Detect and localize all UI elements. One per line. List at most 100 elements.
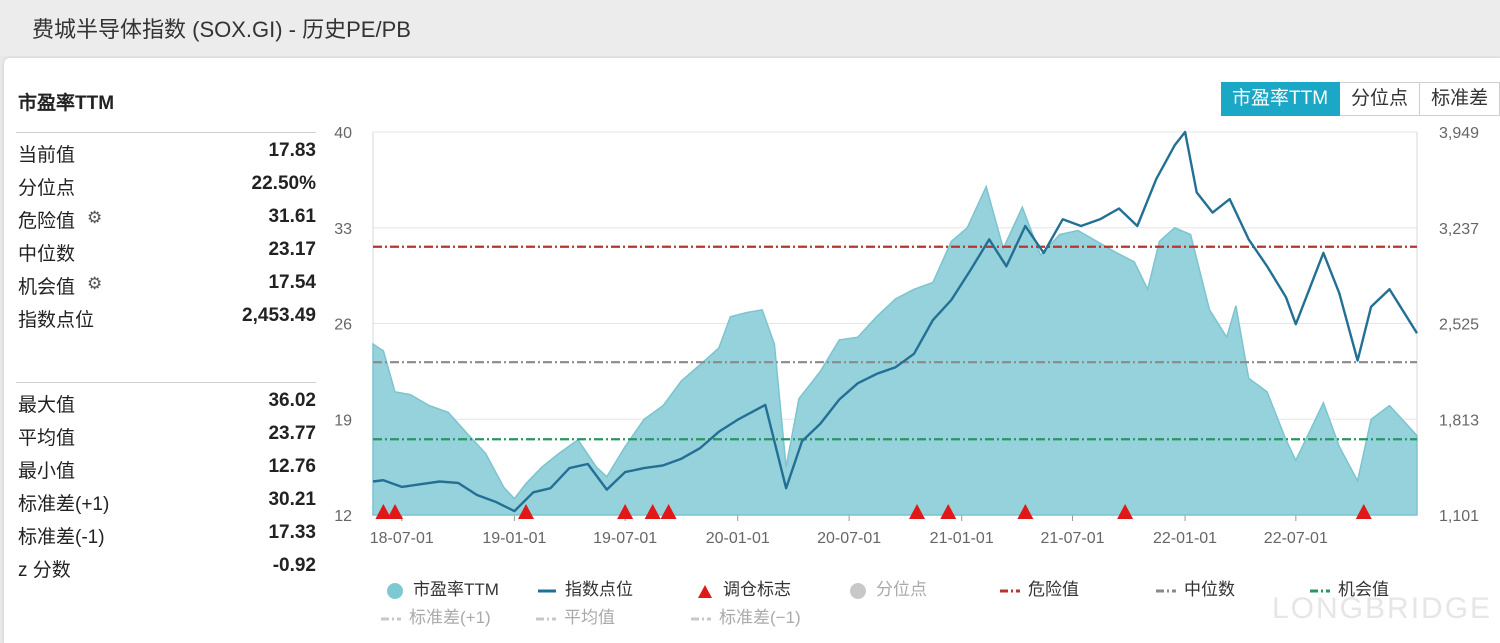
rebalance-marker xyxy=(1117,504,1134,519)
stat-value: 2,453.49 xyxy=(242,305,316,326)
legend-item[interactable]: 市盈率TTM xyxy=(385,575,499,600)
legend-item[interactable]: 标准差(−1) xyxy=(691,603,801,628)
y-right-tick-label: 3,237 xyxy=(1439,221,1479,238)
stats-divider-middle xyxy=(16,382,316,383)
stat-row: 最大值 36.02 xyxy=(18,390,316,420)
pe-area-series xyxy=(372,184,1418,516)
x-tick-label: 21-07-01 xyxy=(1040,530,1104,547)
gear-icon[interactable]: ⚙ xyxy=(87,274,103,293)
x-tick-label: 22-07-01 xyxy=(1264,530,1328,547)
window-titlebar: 费城半导体指数 (SOX.GI) - 历史PE/PB xyxy=(0,0,1500,56)
y-left-tick-label: 33 xyxy=(334,221,352,238)
x-tick-label: 19-01-01 xyxy=(482,530,546,547)
stat-row: 最小值 12.76 xyxy=(18,456,316,486)
stat-label: 分位点 xyxy=(18,178,76,199)
stat-value: 36.02 xyxy=(268,390,316,411)
stat-value: 22.50% xyxy=(251,173,316,194)
stat-row: 机会值 ⚙ 17.54 xyxy=(18,272,316,302)
gear-icon[interactable]: ⚙ xyxy=(87,208,103,227)
legend-symbol xyxy=(691,617,711,621)
x-tick-label: 21-01-01 xyxy=(930,530,994,547)
y-right-tick-label: 2,525 xyxy=(1439,317,1479,334)
stat-label: 指数点位 xyxy=(18,310,95,331)
legend-symbol xyxy=(538,589,556,593)
stat-value: 23.77 xyxy=(268,423,316,444)
legend-label: 分位点 xyxy=(876,580,927,599)
rebalance-marker xyxy=(517,504,534,519)
stats-divider-top xyxy=(16,132,316,133)
legend-symbol xyxy=(850,582,866,599)
stat-value: 31.61 xyxy=(268,206,316,227)
rebalance-marker xyxy=(617,504,634,519)
legend-label: 中位数 xyxy=(1184,580,1235,599)
index-line-series xyxy=(372,130,1419,513)
x-tick-label: 20-01-01 xyxy=(706,530,770,547)
x-tick-label: 19-07-01 xyxy=(593,530,657,547)
y-right-tick-label: 3,949 xyxy=(1439,125,1479,142)
stat-row: z 分数 -0.92 xyxy=(18,555,316,585)
stats-title: 市盈率TTM xyxy=(18,93,115,114)
legend-label: 机会值 xyxy=(1338,580,1389,599)
stat-label: 最大值 xyxy=(18,395,76,416)
legend-item[interactable]: 平均值 xyxy=(536,603,615,628)
legend-item[interactable]: 中位数 xyxy=(1156,575,1235,600)
stat-row: 平均值 23.77 xyxy=(18,423,316,453)
legend-symbol xyxy=(387,582,403,599)
stat-value: 12.76 xyxy=(268,456,316,477)
window-title: 费城半导体指数 (SOX.GI) - 历史PE/PB xyxy=(32,17,411,42)
rebalance-marker xyxy=(940,504,957,519)
rebalance-marker xyxy=(660,504,677,519)
stat-label: 中位数 xyxy=(18,244,76,265)
stat-label: 平均值 xyxy=(18,428,76,449)
rebalance-marker xyxy=(387,504,404,519)
stat-label: 标准差(-1) xyxy=(18,527,105,548)
stat-label: 最小值 xyxy=(18,461,76,482)
stat-value: 23.17 xyxy=(268,239,316,260)
stat-value: 17.33 xyxy=(268,522,316,543)
stat-row: 指数点位 2,453.49 xyxy=(18,305,316,335)
y-left-tick-label: 26 xyxy=(334,317,352,334)
tab-0[interactable]: 市盈率TTM xyxy=(1221,82,1341,116)
stat-row: 中位数 23.17 xyxy=(18,239,316,269)
legend-symbol xyxy=(536,617,556,621)
y-right-tick-label: 1,813 xyxy=(1439,412,1479,429)
legend-label: 危险值 xyxy=(1028,580,1079,599)
legend-item[interactable]: 标准差(+1) xyxy=(381,603,491,628)
legend-item[interactable]: 分位点 xyxy=(848,575,927,600)
legend-item[interactable]: 调仓标志 xyxy=(695,575,791,600)
stat-value: 17.83 xyxy=(268,140,316,161)
stat-value: 30.21 xyxy=(268,489,316,510)
stat-value: 17.54 xyxy=(268,272,316,293)
legend-symbol xyxy=(698,584,712,598)
x-tick-label: 18-07-01 xyxy=(370,530,434,547)
x-tick-label: 20-07-01 xyxy=(817,530,881,547)
stat-row: 当前值 17.83 xyxy=(18,140,316,170)
tab-2[interactable]: 标准差 xyxy=(1420,82,1500,116)
stat-row: 标准差(-1) 17.33 xyxy=(18,522,316,552)
rebalance-marker xyxy=(375,504,392,519)
legend-label: 指数点位 xyxy=(565,580,633,599)
legend-symbol xyxy=(1156,589,1176,593)
y-left-tick-label: 19 xyxy=(334,412,352,429)
stat-row: 分位点 22.50% xyxy=(18,173,316,203)
rebalance-marker xyxy=(909,504,926,519)
legend-item[interactable]: 机会值 xyxy=(1310,575,1389,600)
stat-row: 危险值 ⚙ 31.61 xyxy=(18,206,316,236)
legend-label: 标准差(−1) xyxy=(719,608,801,627)
legend-symbol xyxy=(1310,589,1330,593)
stat-label: z 分数 xyxy=(18,560,71,581)
legend-item[interactable]: 危险值 xyxy=(1000,575,1079,600)
legend-label: 调仓标志 xyxy=(723,580,791,599)
rebalance-marker xyxy=(1355,504,1372,519)
legend-symbol xyxy=(1000,589,1020,593)
y-left-tick-label: 40 xyxy=(334,125,352,142)
rebalance-marker xyxy=(1017,504,1034,519)
tab-1[interactable]: 分位点 xyxy=(1340,82,1421,116)
legend-item[interactable]: 指数点位 xyxy=(537,575,633,600)
stat-label: 当前值 xyxy=(18,145,76,166)
stat-label: 机会值 xyxy=(18,277,76,298)
x-tick-label: 22-01-01 xyxy=(1153,530,1217,547)
legend-label: 市盈率TTM xyxy=(413,580,499,599)
metric-tabs: 市盈率TTM 分位点 标准差 xyxy=(1221,82,1500,116)
